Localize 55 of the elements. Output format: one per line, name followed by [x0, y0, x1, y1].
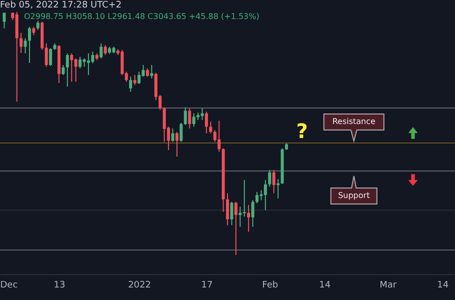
annotation: O2998.75 H3058.10 L2961.48 C3043.65 +45.88 (+1.53%): [24, 12, 260, 21]
candlestick: [264, 179, 267, 211]
candlestick: [62, 64, 65, 76]
candlestick: [100, 42, 103, 59]
x-tick-label: Dec: [0, 280, 18, 290]
candlestick: [24, 38, 27, 54]
chart-title: Feb 05, 2022 17:28 UTC+2: [0, 0, 122, 10]
x-tick-label: Feb: [262, 280, 278, 290]
candlestick: [28, 26, 31, 64]
candlestick: [20, 32, 23, 54]
candlestick: [204, 111, 208, 134]
candlestick: [150, 64, 154, 79]
candlestick: [180, 122, 183, 142]
candlestick: [49, 48, 52, 66]
candlestick: [188, 108, 192, 129]
candlestick: [230, 201, 234, 226]
candlestick: [133, 74, 136, 86]
candlestick: [86, 52, 90, 76]
annotation: ?: [296, 119, 308, 143]
candlestick: [36, 20, 40, 30]
x-tick-label: 14: [437, 280, 449, 290]
candlestick: [175, 131, 178, 158]
candlestick: [2, 12, 6, 29]
candlestick: [162, 106, 166, 142]
x-tick-label: 13: [54, 280, 66, 290]
candlestick: [251, 200, 254, 228]
candlestick: [91, 51, 94, 64]
candlestick: [74, 58, 78, 82]
candlestick: [15, 12, 18, 102]
candlestick: [138, 71, 141, 84]
annotation: Resistance: [332, 117, 376, 126]
candlestick: [268, 169, 272, 188]
candlestick: [276, 178, 280, 199]
candlestick: [234, 201, 238, 256]
x-tick-label: 17: [201, 280, 213, 290]
candlestick: [209, 121, 212, 134]
candlestick: [129, 76, 132, 92]
annotation: Support: [338, 190, 370, 200]
candlestick: [104, 44, 107, 56]
candlestick: [226, 192, 229, 226]
x-tick-label: Mar: [380, 280, 397, 290]
candlestick: [272, 169, 276, 194]
candlestick: [192, 112, 196, 128]
candlestick: [66, 52, 69, 88]
candlestick: [78, 56, 82, 69]
candlestick: [184, 106, 187, 126]
candlestick: [218, 120, 221, 152]
candlestick: [171, 128, 174, 142]
candlestick: [238, 206, 242, 228]
candlestick: [247, 204, 250, 232]
x-tick-label: 14: [319, 280, 331, 290]
x-tick-label: 2022: [128, 280, 151, 290]
candlestick: [255, 191, 258, 204]
candlestick: [70, 52, 74, 82]
candlestick: [200, 108, 204, 120]
